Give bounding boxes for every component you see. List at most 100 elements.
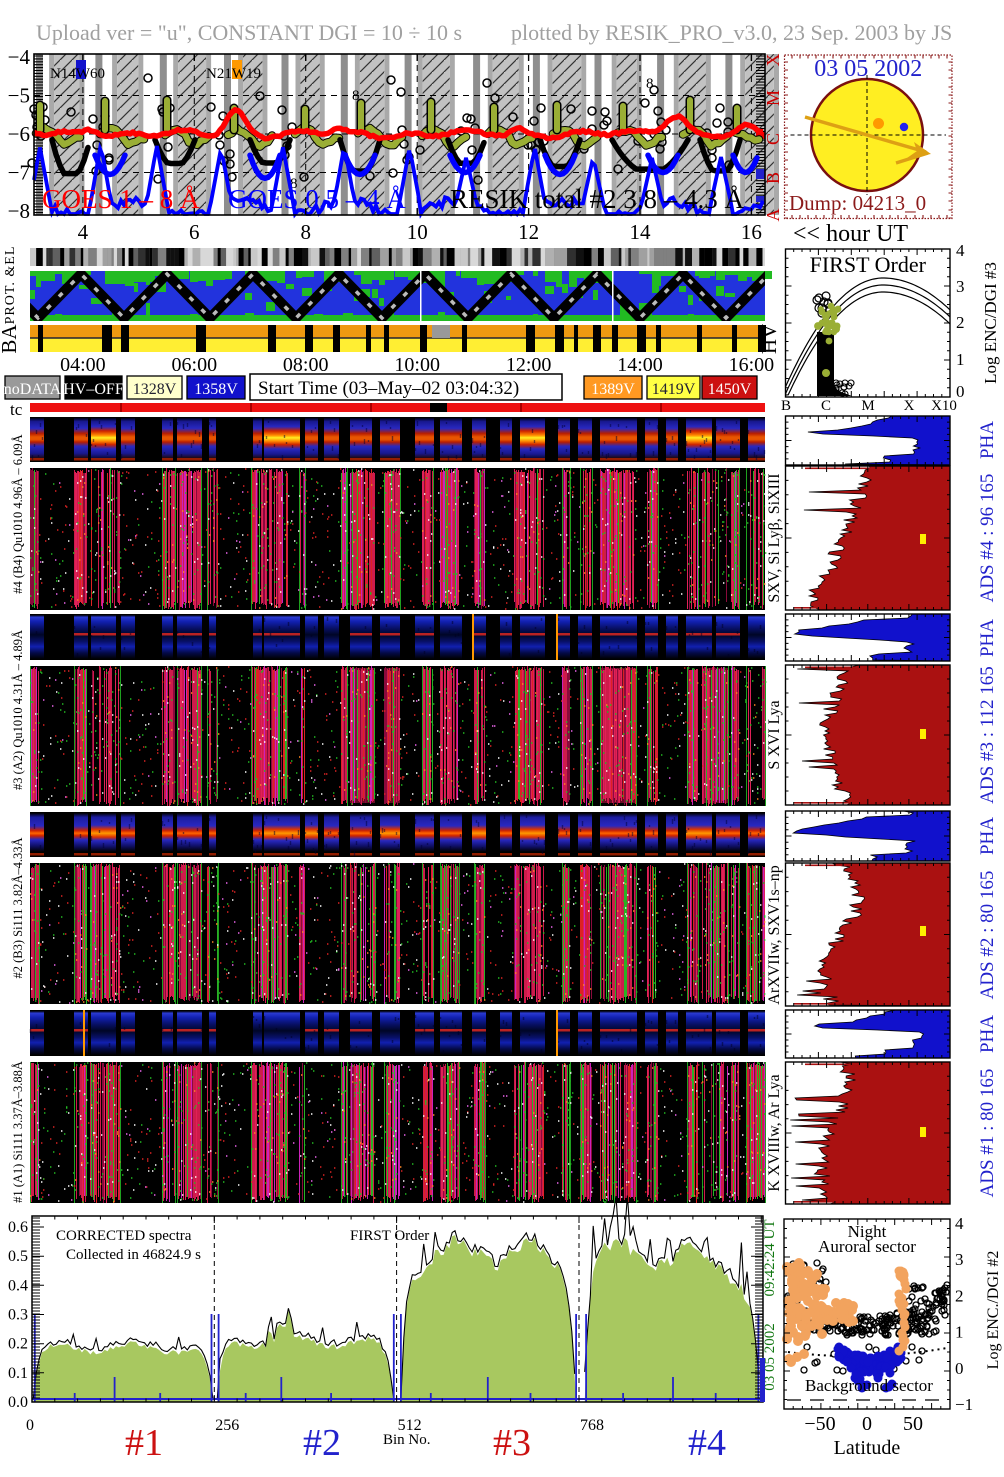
svg-text:C: C xyxy=(763,133,783,145)
svg-text:SXV, Si Lyβ, SiXIII: SXV, Si Lyβ, SiXIII xyxy=(766,473,783,602)
svg-text:10:00: 10:00 xyxy=(394,354,440,376)
svg-text:Night: Night xyxy=(848,1222,887,1241)
svg-text:8: 8 xyxy=(646,76,654,92)
svg-text:#4 (B4) Qu1010 4.96Å – 6.09Å: #4 (B4) Qu1010 4.96Å – 6.09Å xyxy=(11,434,25,593)
svg-text:X: X xyxy=(904,398,915,414)
svg-text:<< hour UT: << hour UT xyxy=(793,221,908,247)
svg-text:Auroral sector: Auroral sector xyxy=(818,1237,916,1256)
svg-text:0.4: 0.4 xyxy=(8,1277,28,1294)
svg-text:6: 6 xyxy=(189,220,200,244)
svg-text:−7: −7 xyxy=(8,161,30,185)
svg-text:PHA: PHA xyxy=(977,1015,998,1053)
svg-text:0.2: 0.2 xyxy=(8,1336,28,1353)
svg-text:−1: −1 xyxy=(955,1395,973,1414)
svg-text:10: 10 xyxy=(407,220,428,244)
svg-text:16: 16 xyxy=(741,220,762,244)
svg-text:PROT. &EL: PROT. &EL xyxy=(3,246,18,325)
svg-text:Collected in 46824.9 s: Collected in 46824.9 s xyxy=(66,1247,201,1263)
svg-text:ADS #2 : 80 165: ADS #2 : 80 165 xyxy=(977,871,998,1000)
svg-text:0: 0 xyxy=(956,382,965,401)
svg-text:PHA: PHA xyxy=(977,619,998,657)
svg-text:14:00: 14:00 xyxy=(617,354,663,376)
svg-text:RESIK total #2 3.8 – 4.3 Å: RESIK total #2 3.8 – 4.3 Å xyxy=(450,184,744,214)
svg-text:X10: X10 xyxy=(931,398,957,414)
svg-text:3: 3 xyxy=(955,1250,964,1269)
svg-text:0: 0 xyxy=(26,1417,34,1434)
svg-text:03 05 2002: 03 05 2002 xyxy=(814,56,922,82)
svg-text:14: 14 xyxy=(630,220,652,244)
svg-text:4: 4 xyxy=(955,1214,964,1233)
svg-text:N21W19: N21W19 xyxy=(206,66,261,82)
svg-text:03 05 2002: 03 05 2002 xyxy=(762,1323,778,1391)
svg-text:PHA: PHA xyxy=(977,421,998,459)
svg-text:1419V: 1419V xyxy=(652,381,696,398)
svg-text:−6: −6 xyxy=(8,122,30,146)
svg-text:0.1: 0.1 xyxy=(8,1365,28,1382)
svg-text:noDATA: noDATA xyxy=(4,381,62,398)
svg-text:0.6: 0.6 xyxy=(8,1219,28,1236)
svg-text:0: 0 xyxy=(955,1359,964,1378)
svg-text:8: 8 xyxy=(290,176,298,192)
svg-text:−8: −8 xyxy=(8,199,30,223)
svg-text:ADS #4 : 96 165: ADS #4 : 96 165 xyxy=(977,474,998,603)
svg-text:tc: tc xyxy=(10,400,23,419)
svg-text:GOES 1 – 8 Å: GOES 1 – 8 Å xyxy=(42,184,200,214)
svg-text:ADS #1 : 80 165: ADS #1 : 80 165 xyxy=(977,1069,998,1198)
svg-text:16:00: 16:00 xyxy=(729,354,775,376)
svg-text:Start Time (03–May–02 03:04:32: Start Time (03–May–02 03:04:32) xyxy=(258,378,519,399)
svg-text:4: 4 xyxy=(956,241,965,260)
svg-text:768: 768 xyxy=(580,1417,604,1434)
svg-text:1389V: 1389V xyxy=(591,381,635,398)
svg-text:M: M xyxy=(763,90,783,106)
svg-text:#4: #4 xyxy=(688,1422,726,1464)
svg-text:K XVIIIw, Ar Lya: K XVIIIw, Ar Lya xyxy=(766,1074,783,1191)
svg-text:#1 (A1) Si111 3.37Å–3.88Å: #1 (A1) Si111 3.37Å–3.88Å xyxy=(11,1061,25,1203)
svg-text:08:00: 08:00 xyxy=(283,354,329,376)
svg-text:C: C xyxy=(821,398,831,414)
svg-text:12:00: 12:00 xyxy=(506,354,552,376)
svg-text:ArXVIIw, SXV1s–np: ArXVIIw, SXV1s–np xyxy=(766,865,783,1004)
svg-text:8: 8 xyxy=(300,220,311,244)
svg-text:HV: HV xyxy=(757,324,781,354)
svg-text:S XVI Lya: S XVI Lya xyxy=(766,700,783,769)
svg-text:0.5: 0.5 xyxy=(8,1248,28,1265)
svg-text:0.0: 0.0 xyxy=(8,1394,28,1411)
svg-text:−4: −4 xyxy=(8,45,31,69)
svg-text:HV–OFF: HV–OFF xyxy=(63,381,124,398)
svg-text:Dump: 04213_0: Dump: 04213_0 xyxy=(789,191,926,215)
svg-text:0.3: 0.3 xyxy=(8,1307,28,1324)
svg-text:0: 0 xyxy=(862,1413,872,1435)
svg-text:#1: #1 xyxy=(125,1422,163,1464)
svg-text:#3 (A2) Qu1010 4.31Å – 4.89Å: #3 (A2) Qu1010 4.31Å – 4.89Å xyxy=(11,630,25,790)
svg-text:3: 3 xyxy=(956,277,965,296)
svg-text:Log ENC./DGI #2: Log ENC./DGI #2 xyxy=(985,1251,1002,1370)
svg-text:Latitude: Latitude xyxy=(834,1437,901,1459)
svg-text:50: 50 xyxy=(903,1413,923,1435)
svg-text:N14W60: N14W60 xyxy=(50,66,105,82)
svg-text:Log ENC/DGI #3: Log ENC/DGI #3 xyxy=(981,262,1000,384)
svg-text:2: 2 xyxy=(956,313,965,332)
svg-text:Upload ver = "u", CONSTANT DG: Upload ver = "u", CONSTANT DGI = 10 ÷ 10… xyxy=(36,20,462,45)
svg-text:1: 1 xyxy=(956,350,965,369)
svg-text:FIRST Order: FIRST Order xyxy=(350,1228,429,1244)
svg-text:A: A xyxy=(763,209,783,222)
svg-text:B: B xyxy=(763,172,783,184)
svg-text:06:00: 06:00 xyxy=(172,354,218,376)
svg-text:PHA: PHA xyxy=(977,817,998,855)
svg-text:CORRECTED spectra: CORRECTED spectra xyxy=(56,1228,192,1244)
svg-text:M: M xyxy=(861,398,874,414)
svg-text:4: 4 xyxy=(78,220,89,244)
svg-text:09:42:24 UT: 09:42:24 UT xyxy=(762,1219,778,1296)
svg-text:B: B xyxy=(781,398,791,414)
svg-text:Background sector: Background sector xyxy=(805,1376,933,1395)
svg-text:−5: −5 xyxy=(8,84,30,108)
svg-text:FIRST Order: FIRST Order xyxy=(810,252,927,277)
svg-text:−50: −50 xyxy=(804,1413,835,1435)
svg-text:8: 8 xyxy=(352,88,360,104)
svg-text:BA: BA xyxy=(0,324,21,354)
svg-text:2: 2 xyxy=(955,1286,964,1305)
svg-text:1450V: 1450V xyxy=(708,381,752,398)
svg-text:#2 (B3) Si111 3.82Å–4.33Å: #2 (B3) Si111 3.82Å–4.33Å xyxy=(11,837,25,978)
svg-text:04:00: 04:00 xyxy=(60,354,106,376)
svg-text:12: 12 xyxy=(518,220,539,244)
